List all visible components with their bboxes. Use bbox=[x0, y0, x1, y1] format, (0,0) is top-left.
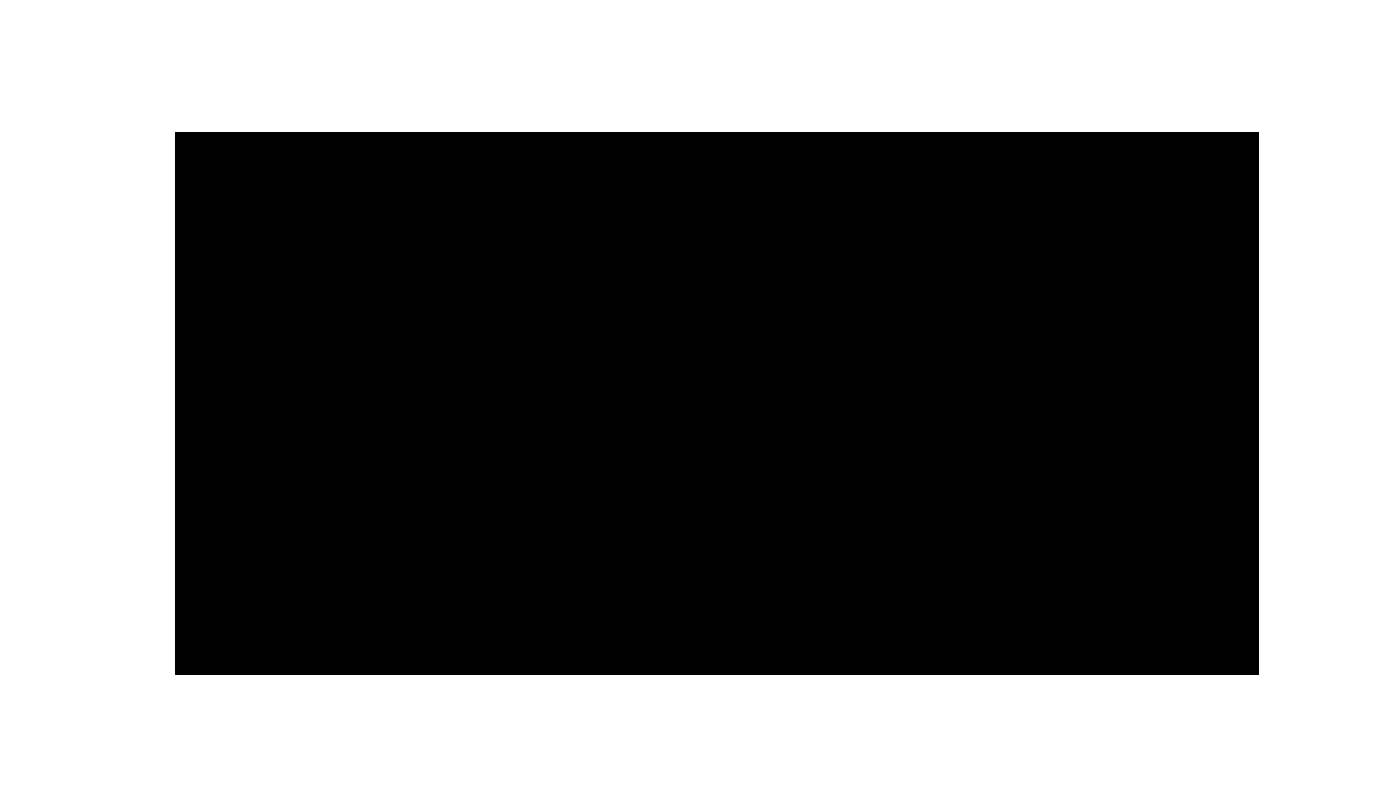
word-cloud bbox=[175, 132, 1259, 675]
